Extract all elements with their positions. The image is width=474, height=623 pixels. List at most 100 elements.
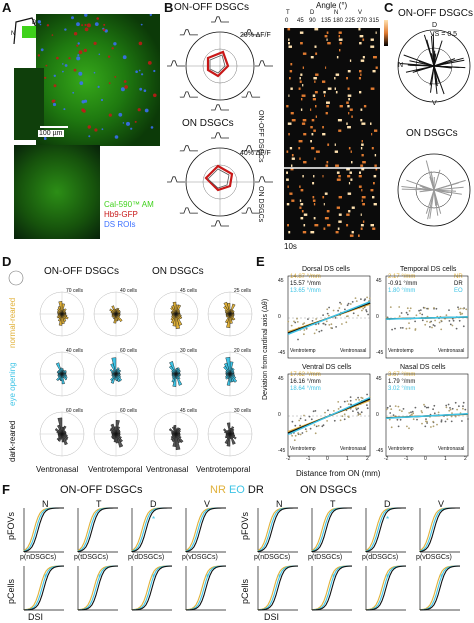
heatmap-cell: [336, 206, 340, 209]
heatmap-cell: [289, 147, 293, 150]
e-scatter-point: [364, 298, 366, 301]
heatmap-cell: [360, 59, 365, 62]
roi-dot: [64, 28, 67, 31]
roi-dot: [72, 91, 75, 94]
e-scatter-point: [390, 408, 393, 410]
legend-ds-rois: DS ROIs: [104, 220, 136, 229]
e-scatter-point: [327, 409, 329, 412]
e-scatter-plot: [385, 373, 469, 457]
heatmap-cell: [347, 126, 351, 129]
roi-dot: [68, 57, 71, 60]
e-scatter-point: [431, 326, 433, 329]
f-direction-label: V: [204, 499, 211, 509]
rose-count-label: 40 cells: [66, 348, 83, 354]
heatmap-cell: [348, 98, 350, 101]
heatmap-cell: [350, 178, 353, 181]
e-scatter-point: [315, 425, 318, 428]
e-scatter-point: [386, 406, 389, 409]
roi-dot: [37, 54, 41, 57]
e-scatter-point: [450, 420, 453, 423]
heatmap-cell: [361, 168, 365, 171]
e-scatter-point: [426, 422, 428, 424]
f-cdf-curve: [23, 565, 64, 611]
e-scatter-point: [449, 408, 452, 411]
vector-line: [433, 179, 466, 191]
heatmap-cell: [338, 213, 342, 216]
heatmap-cell: [349, 234, 354, 237]
heatmap-cell: [335, 231, 339, 234]
roi-dot: [71, 16, 74, 20]
heatmap-cell: [348, 210, 351, 213]
heatmap-cell: [360, 147, 363, 150]
roi-dot: [73, 32, 78, 36]
e-scatter-point: [389, 306, 392, 308]
e-scatter-point: [327, 314, 330, 317]
e-scatter-point: [317, 322, 320, 325]
e-scatter-point: [391, 328, 393, 331]
f-cdf-plot-cells: *: [131, 565, 173, 611]
heatmap-cell: [351, 206, 355, 209]
heatmap-cell: [325, 112, 328, 115]
heatmap-cell: [360, 108, 363, 111]
e-scatter-point: [432, 425, 435, 428]
roi-dot: [141, 73, 144, 76]
heatmap-cell: [370, 122, 372, 125]
f-ylabel-bottom-right: pCells: [240, 578, 250, 604]
rose-plot: [39, 291, 85, 337]
e-scatter-point: [440, 419, 443, 421]
e-scatter-point: [405, 327, 408, 330]
f-cdf-plot-fovs: [419, 507, 460, 553]
heatmap-cell: [322, 133, 326, 136]
angle-direction-label: T: [286, 10, 290, 16]
roi-dot: [96, 17, 99, 20]
e-scatter-plot: [287, 373, 371, 457]
heatmap-cell: [315, 73, 319, 76]
f-direction-label: T: [330, 499, 336, 509]
heatmap-cell: [314, 91, 318, 94]
roi-dot: [118, 112, 123, 117]
heatmap-cell: [326, 38, 328, 41]
e-scatter-point: [419, 309, 422, 311]
heatmap-cell: [288, 45, 292, 48]
f-cdf-curve: [185, 507, 226, 553]
e-xtick: -1: [404, 456, 409, 462]
e-scatter-point: [429, 321, 431, 324]
e-scatter-point: [437, 411, 440, 414]
e-ytick: 45: [278, 278, 284, 284]
rose-wedge: [61, 433, 67, 436]
e-scatter-point: [361, 309, 363, 312]
heatmap-cell: [322, 175, 324, 178]
roi-dot: [77, 42, 80, 45]
roi-dot: [62, 70, 64, 73]
e-scatter-point: [449, 407, 451, 409]
roi-dot: [100, 98, 104, 102]
f-cdf-curve: [23, 507, 64, 552]
heatmap-cell: [326, 101, 330, 104]
e-scatter-point: [312, 410, 315, 413]
heatmap-cell: [291, 164, 293, 167]
rose-wedge: [115, 373, 121, 376]
e-scatter-point: [334, 317, 337, 319]
e-ytick: 0: [278, 412, 281, 418]
f-cdf-plot-fovs: [311, 507, 352, 553]
rose-plot: [207, 351, 253, 397]
vector-line: [409, 64, 435, 67]
angle-tick-label: 135: [321, 18, 332, 24]
response-trace: [211, 104, 229, 111]
heatmap-cell: [336, 178, 341, 181]
f-cdf-curve: [77, 507, 118, 552]
e-scatter-plot: [287, 275, 371, 359]
rose-plot: [93, 411, 139, 457]
response-trace: [211, 16, 229, 23]
heatmap-cell: [289, 192, 293, 195]
e-scatter-point: [349, 399, 352, 402]
heatmap-cell: [300, 189, 304, 192]
heatmap-cell: [300, 108, 303, 111]
heatmap-cell: [301, 94, 306, 97]
f-cdf-curve: [131, 565, 172, 611]
e-scatter-point: [303, 322, 306, 324]
e-scatter-point: [365, 310, 368, 313]
rose-wedge: [175, 433, 181, 436]
roi-dot: [153, 69, 156, 73]
heatmap-cell: [372, 196, 375, 199]
